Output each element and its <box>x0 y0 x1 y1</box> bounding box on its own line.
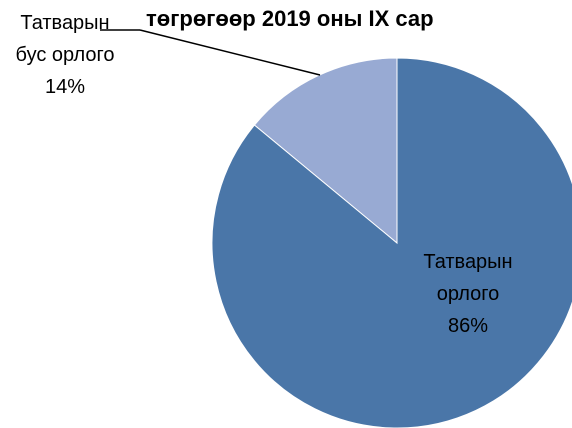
pie-slice <box>253 57 398 245</box>
slice-value: 14% <box>44 76 86 98</box>
leader-line <box>139 29 321 76</box>
slice-label: Татварын орлого 86% <box>393 246 543 342</box>
slice-value: 86% <box>447 315 489 337</box>
chart-title: төгрөгөөр 2019 оны IX сар <box>146 6 434 31</box>
slice-name: Татварын бус орлого <box>15 12 115 66</box>
slice-name: Татварын орлого <box>423 251 513 305</box>
pie-slice <box>211 57 572 428</box>
slice-label: Татварын бус орлого 14% <box>15 7 115 103</box>
